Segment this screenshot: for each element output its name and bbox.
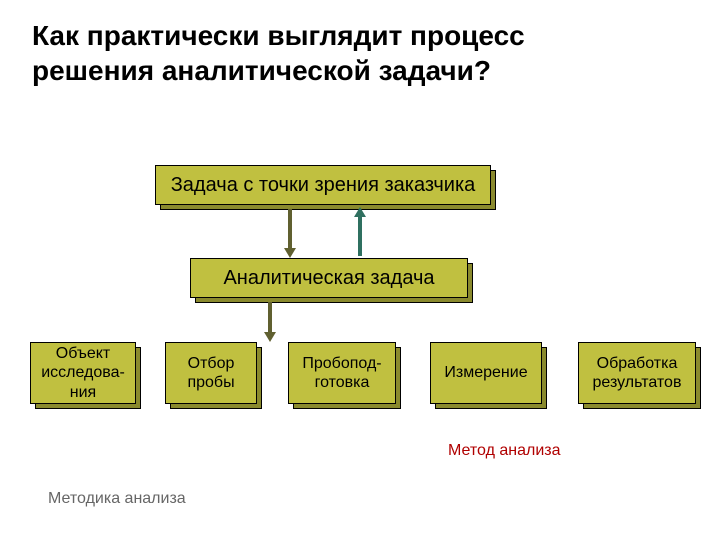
box-label: Обработка результатов (579, 354, 695, 392)
box-sampling: Отбор пробы (165, 342, 257, 404)
box-label: Отбор пробы (166, 354, 256, 392)
box-processing: Обработка результатов (578, 342, 696, 404)
box-measurement: Измерение (430, 342, 542, 404)
box-customer-task: Задача с точки зрения заказчика (155, 165, 491, 205)
method-label: Метод анализа (448, 442, 561, 460)
box-label: Измерение (444, 363, 527, 382)
box-label: Задача с точки зрения заказчика (171, 173, 476, 197)
box-label: Пробопод-готовка (289, 354, 395, 392)
box-label: Объект исследова-ния (31, 344, 135, 402)
box-preparation: Пробопод-готовка (288, 342, 396, 404)
box-object: Объект исследова-ния (30, 342, 136, 404)
box-label: Аналитическая задача (223, 266, 434, 290)
box-analytic-task: Аналитическая задача (190, 258, 468, 298)
methodology-label: Методика анализа (48, 490, 186, 508)
page-title: Как практически выглядит процесс решения… (32, 18, 632, 88)
